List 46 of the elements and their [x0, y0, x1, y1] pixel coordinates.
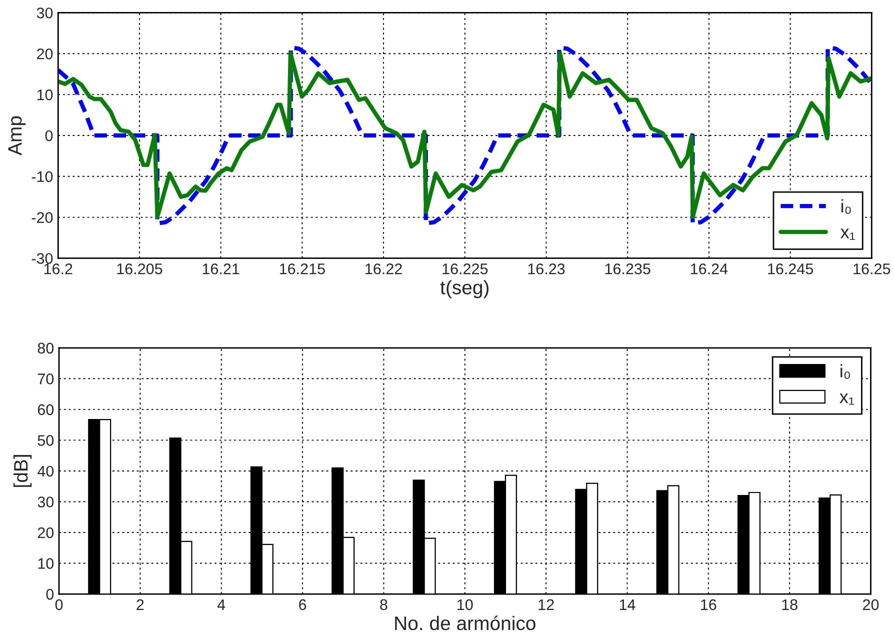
x-tick-label: 16.21 — [202, 263, 240, 274]
x-tick-label: 16.205 — [117, 263, 162, 274]
y-tick-label: 10 — [37, 89, 53, 100]
y-tick-label: -30 — [32, 253, 53, 264]
x-tick-label: 2 — [136, 599, 144, 610]
legend-label: x₁ — [840, 228, 855, 240]
y-tick-label: 0 — [46, 588, 54, 600]
x-axis-title: No. de armónico — [395, 616, 536, 630]
legend-label: i₀ — [840, 364, 850, 379]
y-tick-label: -10 — [32, 171, 53, 182]
y-tick-label: 20 — [37, 48, 53, 60]
x-tick-label: 16.24 — [690, 263, 728, 274]
y-tick-label: 20 — [38, 527, 54, 538]
x-tick-label: 4 — [217, 599, 226, 610]
y-tick-label: 60 — [38, 404, 54, 416]
x-tick-label: 10 — [458, 599, 473, 610]
y-tick-label: 30 — [36, 8, 53, 18]
x-tick-label: 0 — [55, 599, 63, 610]
y-tick-label: 50 — [38, 435, 54, 446]
y-tick-label: -20 — [32, 212, 53, 223]
x-axis-title: t(seg) — [440, 280, 489, 298]
y-axis-title: Amp — [8, 116, 26, 156]
x-tick-label: 16.235 — [605, 263, 650, 274]
x-tick-label: 16.225 — [442, 263, 488, 274]
y-tick-label: 30 — [38, 496, 54, 508]
x-tick-label: 6 — [299, 599, 306, 610]
x-tick-label: 12 — [538, 599, 554, 610]
y-tick-label: 10 — [38, 558, 54, 569]
y-tick-label: 0 — [45, 130, 53, 142]
x-tick-label: 20 — [863, 599, 879, 610]
x-tick-label: 16.22 — [366, 263, 402, 274]
x-tick-label: 16.245 — [768, 263, 814, 274]
x-tick-label: 16.25 — [854, 263, 890, 274]
y-tick-label: 40 — [38, 466, 54, 477]
legend-label: i₀ — [841, 199, 851, 214]
x-tick-label: 16.2 — [44, 263, 72, 274]
x-tick-label: 14 — [620, 599, 636, 610]
x-tick-label: 16.215 — [280, 263, 325, 274]
x-tick-label: 16.23 — [528, 263, 565, 274]
x-tick-label: 16 — [701, 599, 716, 610]
y-tick-label: 80 — [38, 342, 54, 354]
legend-label: x₁ — [840, 394, 854, 405]
x-tick-label: 8 — [380, 599, 388, 610]
x-tick-label: 18 — [782, 599, 798, 610]
y-tick-label: 70 — [38, 374, 54, 384]
y-axis-title: [dB] — [13, 455, 32, 487]
